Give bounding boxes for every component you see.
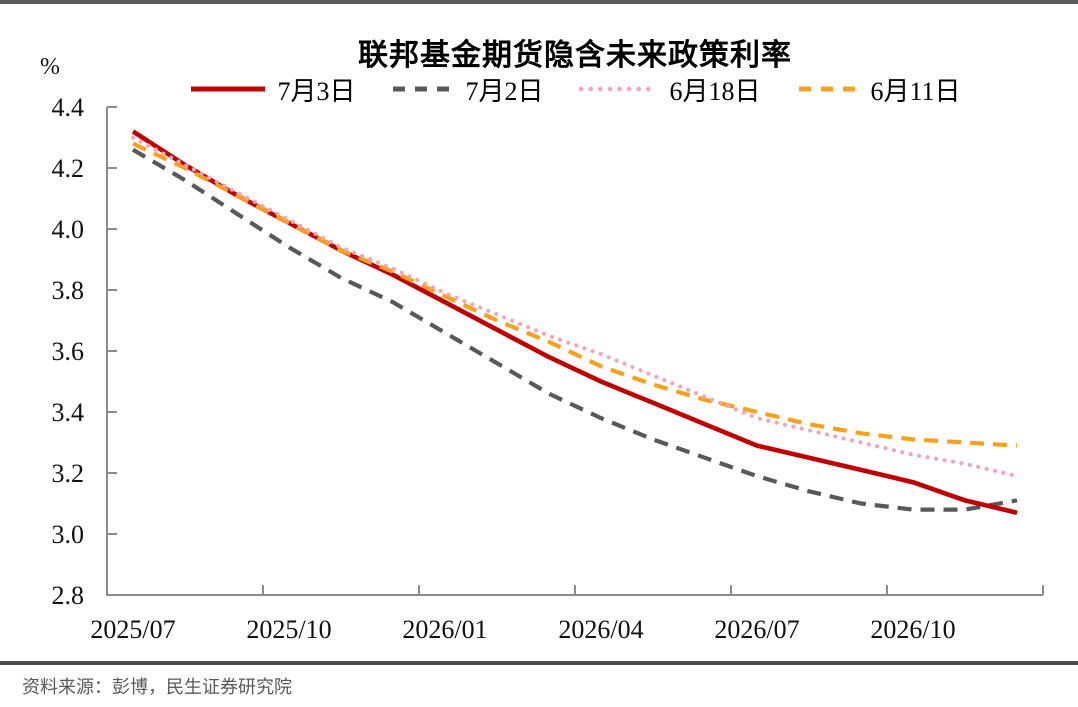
legend-item-jul3: 7月3日 [189,71,355,108]
legend-label: 6月18日 [669,76,761,106]
x-axis-tick-label: 2026/10 [870,615,955,644]
axis-lines [106,107,1043,596]
series-line-7月2日 [131,147,1018,512]
x-axis-tick-label: 2026/01 [402,615,487,644]
legend-swatch-dashed-line [798,86,859,92]
legend-swatch-dotted-line [579,86,660,92]
y-axis-tick-label: 4.2 [52,154,85,183]
y-axis-tick-label: 4.4 [52,93,85,122]
y-axis-tick-label: 2.8 [52,581,85,610]
top-divider [0,0,1078,4]
x-axis-tick-label: 2026/07 [714,615,799,644]
y-axis-tick-label: 3.8 [52,276,85,305]
chart-title: 联邦基金期货隐含未来政策利率 [358,39,792,72]
source-note: 资料来源：彭博，民生证券研究院 [22,677,292,697]
footer-divider [0,661,1078,665]
y-axis-unit-label: % [40,54,60,80]
legend-item-jun11: 6月11日 [797,71,961,108]
legend-label: 7月3日 [277,76,356,106]
legend-item-jul2: 7月2日 [391,71,543,108]
y-axis-tick-label: 4.0 [52,215,85,244]
y-axis-tick-label: 3.4 [52,398,85,427]
legend-item-jun18: 6月18日 [579,71,761,108]
legend-swatch-dashed-line [393,86,454,92]
chart-legend: 7月3日 7月2日 6月18日 6月11日 [107,72,1043,106]
series-line-7月3日 [131,129,1018,515]
x-axis-tick-label: 2026/04 [558,615,643,644]
x-axis-tick-label: 2025/10 [246,615,331,644]
x-axis-tick-label: 2025/07 [90,615,175,644]
legend-label: 6月11日 [870,76,961,106]
legend-swatch-solid-line [191,86,266,92]
y-axis-tick-label: 3.2 [52,459,85,488]
y-axis-tick-label: 3.0 [52,520,85,549]
legend-label: 7月2日 [465,76,544,106]
y-axis-tick-label: 3.6 [52,337,85,366]
series-line-6月11日 [132,141,1018,448]
series-line-6月18日 [130,135,1020,479]
